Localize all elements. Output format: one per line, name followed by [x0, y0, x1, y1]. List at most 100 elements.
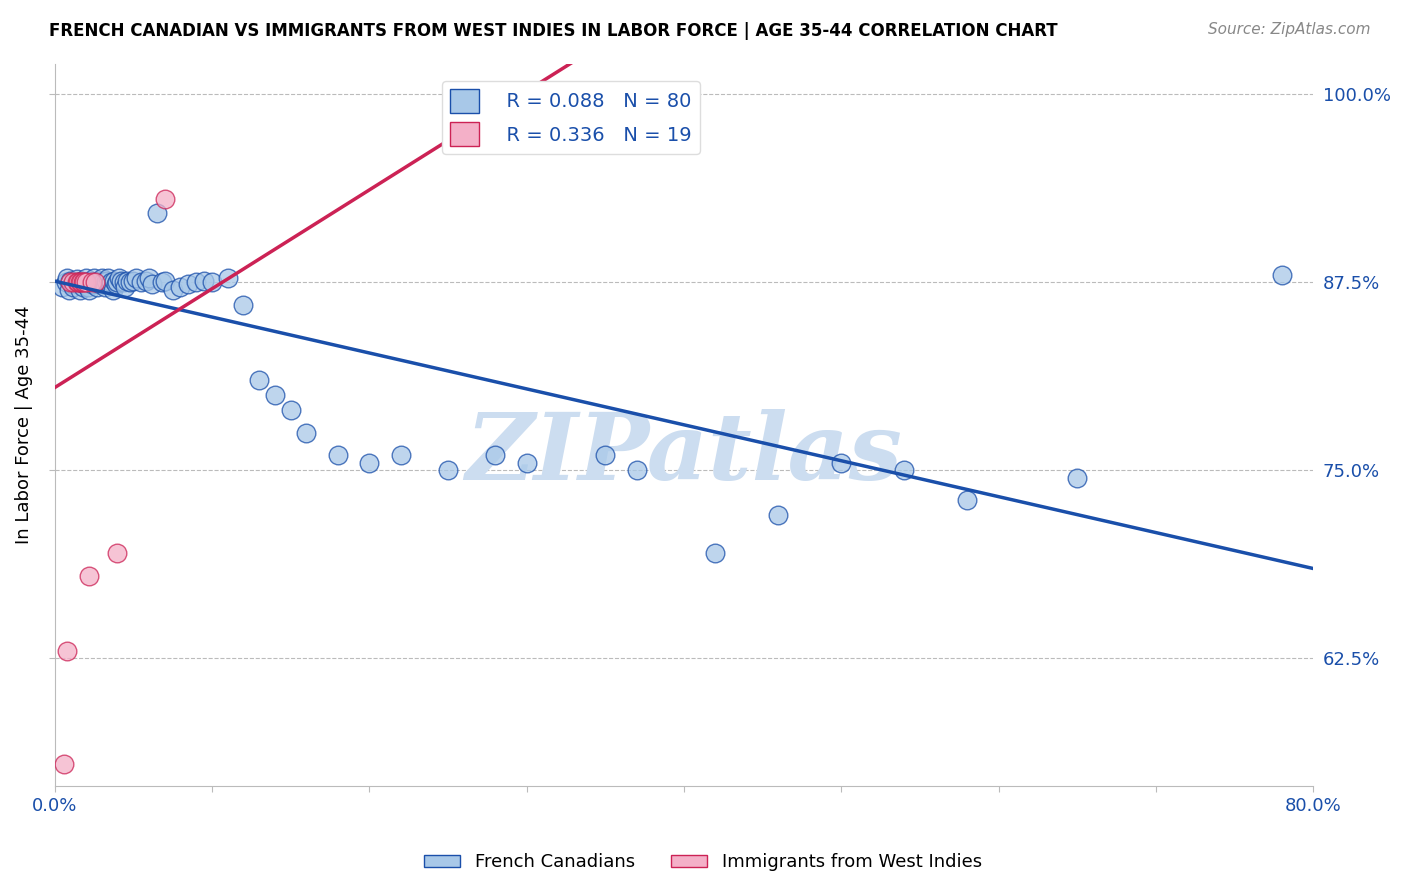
Point	[201, 275, 224, 289]
Point	[217, 270, 239, 285]
Point	[75, 275, 97, 289]
Point	[59, 275, 82, 289]
Point	[112, 275, 135, 289]
Point	[389, 448, 412, 462]
Point	[65, 272, 87, 286]
Point	[153, 274, 176, 288]
Point	[84, 275, 107, 289]
Point	[704, 546, 727, 560]
Point	[96, 274, 118, 288]
Point	[893, 463, 915, 477]
Point	[56, 270, 79, 285]
Point	[58, 283, 80, 297]
Y-axis label: In Labor Force | Age 35-44: In Labor Force | Age 35-44	[15, 306, 32, 544]
Text: ZIPatlas: ZIPatlas	[465, 409, 903, 499]
Point	[90, 270, 112, 285]
Text: FRENCH CANADIAN VS IMMIGRANTS FROM WEST INDIES IN LABOR FORCE | AGE 35-44 CORREL: FRENCH CANADIAN VS IMMIGRANTS FROM WEST …	[49, 22, 1057, 40]
Point	[59, 274, 82, 288]
Point	[153, 193, 176, 207]
Point	[60, 277, 83, 291]
Point	[87, 274, 110, 288]
Point	[626, 463, 648, 477]
Point	[73, 275, 96, 289]
Point	[122, 274, 145, 288]
Point	[593, 448, 616, 462]
Point	[125, 270, 148, 285]
Point	[280, 403, 302, 417]
Point	[69, 275, 91, 289]
Point	[129, 275, 152, 289]
Point	[108, 270, 131, 285]
Point	[86, 279, 108, 293]
Point	[63, 275, 86, 289]
Point	[77, 283, 100, 297]
Point	[437, 463, 460, 477]
Point	[67, 275, 90, 289]
Point	[62, 275, 84, 289]
Point	[65, 275, 87, 289]
Point	[100, 275, 122, 289]
Point	[107, 546, 129, 560]
Point	[101, 283, 124, 297]
Point	[232, 298, 254, 312]
Legend: French Canadians, Immigrants from West Indies: French Canadians, Immigrants from West I…	[418, 847, 988, 879]
Point	[72, 279, 94, 293]
Point	[1066, 471, 1088, 485]
Point	[103, 274, 125, 288]
Point	[104, 277, 127, 291]
Point	[830, 456, 852, 470]
Point	[62, 279, 84, 293]
Point	[70, 274, 93, 288]
Point	[73, 277, 96, 291]
Point	[1271, 268, 1294, 282]
Point	[118, 275, 141, 289]
Point	[263, 388, 285, 402]
Point	[110, 274, 132, 288]
Point	[98, 277, 121, 291]
Point	[162, 283, 184, 297]
Point	[77, 568, 100, 582]
Point	[94, 279, 117, 293]
Point	[75, 270, 97, 285]
Point	[83, 270, 105, 285]
Point	[56, 644, 79, 658]
Point	[70, 275, 93, 289]
Point	[956, 493, 979, 508]
Point	[72, 275, 94, 289]
Point	[146, 206, 169, 220]
Point	[516, 456, 538, 470]
Point	[141, 277, 163, 291]
Point	[97, 270, 120, 285]
Legend:   R = 0.088   N = 80,   R = 0.336   N = 19: R = 0.088 N = 80, R = 0.336 N = 19	[441, 81, 700, 153]
Point	[69, 275, 91, 289]
Point	[186, 275, 208, 289]
Point	[115, 274, 138, 288]
Point	[169, 279, 191, 293]
Point	[84, 275, 107, 289]
Text: Source: ZipAtlas.com: Source: ZipAtlas.com	[1208, 22, 1371, 37]
Point	[768, 508, 790, 523]
Point	[193, 274, 215, 288]
Point	[523, 87, 546, 102]
Point	[107, 275, 129, 289]
Point	[52, 756, 75, 771]
Point	[326, 448, 349, 462]
Point	[89, 277, 111, 291]
Point	[51, 279, 73, 293]
Point	[69, 283, 91, 297]
Point	[91, 275, 114, 289]
Point	[135, 274, 157, 288]
Point	[55, 275, 77, 289]
Point	[150, 275, 173, 289]
Point	[114, 279, 136, 293]
Point	[82, 275, 104, 289]
Point	[177, 277, 200, 291]
Point	[484, 448, 506, 462]
Point	[138, 270, 160, 285]
Point	[76, 279, 98, 293]
Point	[80, 274, 103, 288]
Point	[295, 425, 318, 440]
Point	[247, 373, 270, 387]
Point	[77, 275, 100, 289]
Point	[75, 275, 97, 289]
